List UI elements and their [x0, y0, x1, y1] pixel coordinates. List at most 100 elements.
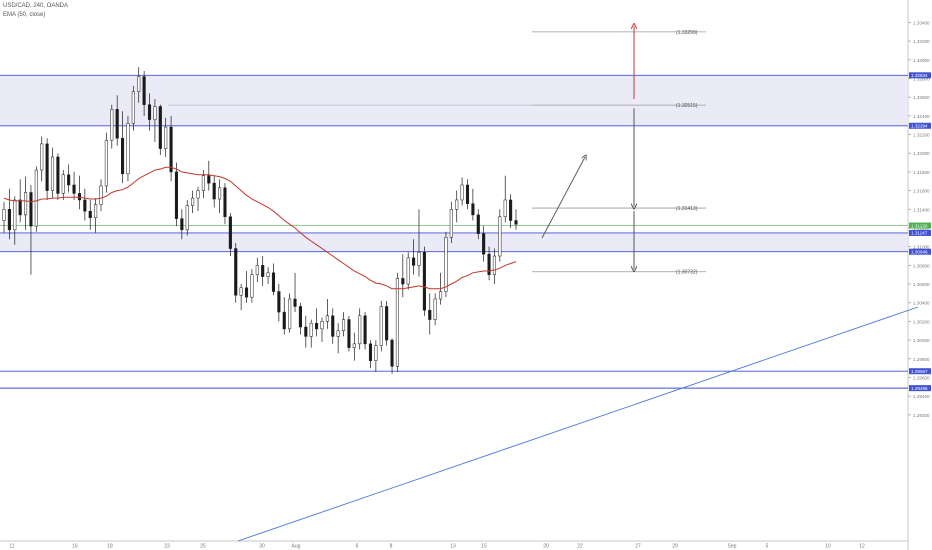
- level-price-label: 1.29667: [911, 369, 928, 374]
- candle-down: [271, 272, 276, 292]
- candle-up: [126, 123, 130, 175]
- candle-up: [336, 330, 340, 337]
- candle-up: [417, 252, 421, 266]
- candle-down: [228, 216, 232, 249]
- current-price-tag: [909, 222, 931, 229]
- level-price-tag: [909, 385, 931, 392]
- candle-down: [401, 278, 405, 285]
- candle-up: [24, 192, 28, 216]
- candle-down: [77, 193, 82, 201]
- candle-up: [433, 298, 437, 320]
- x-tick-label: 10: [825, 544, 831, 550]
- candle-down: [509, 199, 513, 221]
- ascending-trendline: [237, 306, 919, 542]
- candle-up: [50, 156, 55, 191]
- candle-down: [368, 343, 373, 361]
- candle-up: [503, 199, 507, 218]
- candle-down: [304, 326, 308, 337]
- candle-down: [223, 187, 227, 218]
- candle-down: [476, 214, 480, 234]
- candle-up: [352, 343, 356, 348]
- x-tick-label: Sep: [728, 544, 737, 550]
- candle-up: [185, 205, 189, 231]
- candle-down: [67, 174, 71, 186]
- projection-label: (1.30732): [676, 270, 698, 276]
- candle-up: [455, 199, 459, 210]
- candle-down: [514, 220, 518, 225]
- projection-label: (1.32515): [676, 103, 698, 109]
- y-tick-label: 1.32400: [913, 114, 930, 119]
- x-tick-label: 16: [72, 544, 78, 550]
- candle-up: [250, 274, 254, 298]
- candle-down: [390, 339, 394, 367]
- candle-down: [277, 291, 281, 313]
- chart-legend: USD/CAD, 240, OANDA EMA (50, close): [3, 2, 68, 20]
- candle-down: [121, 138, 125, 175]
- projection-label: (1.33299): [676, 30, 698, 36]
- y-tick-label: 1.33200: [913, 39, 930, 44]
- candle-down: [45, 143, 49, 191]
- current-price-label: 1.31226: [911, 223, 928, 228]
- candle-down: [363, 315, 367, 345]
- x-tick-label: 8: [390, 544, 393, 550]
- candle-up: [164, 126, 168, 149]
- candle-down: [412, 257, 416, 266]
- candle-down: [7, 209, 11, 231]
- y-tick-label: 1.33000: [913, 58, 930, 63]
- y-tick-label: 1.31800: [913, 170, 930, 175]
- x-tick-label: 15: [481, 544, 487, 550]
- candle-down: [422, 252, 426, 311]
- y-tick-label: 1.29400: [913, 394, 930, 399]
- candle-up: [153, 106, 157, 120]
- candle-down: [487, 253, 491, 275]
- candle-down: [158, 106, 162, 149]
- candle-up: [449, 209, 453, 238]
- y-tick-label: 1.31000: [913, 245, 930, 250]
- candle-down: [29, 192, 33, 227]
- x-tick-label: 25: [200, 544, 206, 550]
- candle-down: [385, 306, 389, 341]
- candle-down: [115, 109, 119, 139]
- x-tick-label: 6: [356, 544, 359, 550]
- bullish-direction-arrow: [541, 157, 585, 239]
- symbol-label: USD/CAD, 240, OANDA: [3, 3, 69, 9]
- candle-down: [83, 199, 87, 212]
- candle-down: [72, 184, 76, 194]
- x-tick-label: 5: [766, 544, 769, 550]
- candle-up: [191, 197, 195, 206]
- candle-up: [325, 315, 329, 322]
- level-price-label: 1.32294: [911, 124, 928, 129]
- y-tick-label: 1.30400: [913, 301, 930, 306]
- y-tick-label: 1.32800: [913, 76, 930, 81]
- candle-down: [282, 311, 286, 330]
- y-tick-label: 1.30000: [913, 338, 930, 343]
- x-tick-label: 23: [164, 544, 170, 550]
- x-tick-label: 11: [9, 544, 14, 550]
- candle-up: [460, 184, 464, 201]
- candle-up: [13, 199, 17, 231]
- candle-up: [137, 76, 141, 92]
- y-tick-label: 1.30200: [913, 319, 930, 324]
- candle-up: [395, 278, 399, 367]
- candle-up: [196, 190, 200, 199]
- candle-up: [61, 174, 65, 194]
- candle-up: [374, 345, 378, 361]
- y-tick-label: 1.33400: [913, 20, 930, 25]
- ema-line: [3, 166, 517, 290]
- candle-down: [244, 287, 249, 298]
- candle-up: [498, 216, 502, 257]
- level-price-label: 1.31147: [911, 231, 928, 236]
- level-price-tag: [909, 368, 931, 375]
- y-tick-label: 1.30600: [913, 282, 930, 287]
- candle-up: [2, 209, 6, 221]
- candle-down: [142, 76, 146, 105]
- y-tick-label: 1.29600: [913, 375, 930, 380]
- level-price-tag: [909, 122, 931, 129]
- x-tick-label: 29: [672, 544, 678, 550]
- candle-down: [180, 218, 184, 231]
- candle-up: [266, 272, 270, 277]
- y-tick-label: 1.32000: [913, 151, 930, 156]
- supply-demand-zone: [0, 232, 908, 252]
- candle-down: [56, 156, 60, 194]
